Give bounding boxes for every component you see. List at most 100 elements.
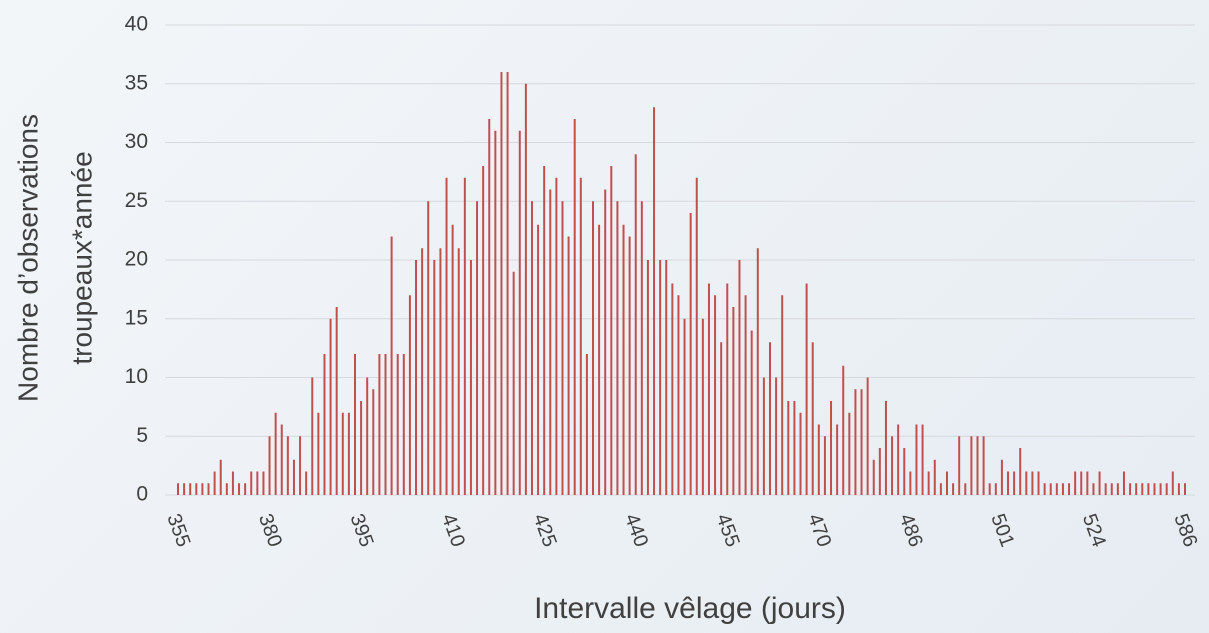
bar bbox=[1110, 483, 1113, 495]
bar bbox=[323, 354, 326, 495]
bar bbox=[1141, 483, 1144, 495]
bar bbox=[579, 177, 582, 495]
bar bbox=[280, 424, 283, 495]
bar bbox=[659, 260, 662, 495]
bar bbox=[1159, 483, 1162, 495]
bar bbox=[1013, 471, 1016, 495]
bar bbox=[884, 401, 887, 495]
bar bbox=[610, 166, 613, 495]
bar bbox=[842, 365, 845, 495]
bar bbox=[390, 236, 393, 495]
x-tick-label: 486 bbox=[895, 511, 927, 550]
bar bbox=[488, 119, 491, 495]
bar bbox=[1135, 483, 1138, 495]
bar bbox=[463, 177, 466, 495]
bar bbox=[177, 483, 179, 495]
bar bbox=[994, 483, 997, 495]
bar bbox=[768, 342, 771, 495]
bar bbox=[335, 307, 338, 495]
bar bbox=[329, 318, 332, 495]
y-tick-label: 10 bbox=[125, 365, 148, 388]
bar bbox=[1165, 483, 1168, 495]
x-tick-label: 501 bbox=[986, 511, 1018, 550]
bar bbox=[891, 436, 894, 495]
bar bbox=[317, 412, 320, 495]
bar bbox=[1147, 483, 1150, 495]
y-tick-label: 35 bbox=[125, 71, 148, 94]
bar bbox=[1098, 471, 1101, 495]
bar bbox=[756, 248, 759, 495]
x-tick-label: 355 bbox=[162, 511, 194, 550]
y-tick-label: 5 bbox=[136, 424, 148, 447]
bar bbox=[494, 130, 497, 495]
bar bbox=[598, 224, 601, 495]
bar bbox=[988, 483, 991, 495]
bar bbox=[286, 436, 289, 495]
bar bbox=[909, 471, 912, 495]
y-axis-title: troupeaux*année bbox=[66, 151, 97, 364]
bar bbox=[1129, 483, 1132, 495]
bar bbox=[250, 471, 253, 495]
bar bbox=[878, 448, 881, 495]
bar bbox=[506, 72, 509, 495]
bar bbox=[707, 283, 710, 495]
bar bbox=[811, 342, 814, 495]
bar bbox=[646, 260, 649, 495]
bar bbox=[592, 201, 595, 495]
bar bbox=[427, 201, 430, 495]
bar bbox=[970, 436, 973, 495]
bar bbox=[793, 401, 796, 495]
bar bbox=[1055, 483, 1058, 495]
bar bbox=[347, 412, 350, 495]
bar bbox=[976, 436, 979, 495]
bar bbox=[958, 436, 961, 495]
bar bbox=[653, 107, 656, 495]
bar bbox=[1007, 471, 1010, 495]
bar bbox=[433, 260, 436, 495]
bar bbox=[561, 201, 564, 495]
bar bbox=[915, 424, 918, 495]
bar bbox=[933, 459, 936, 495]
bar bbox=[1074, 471, 1077, 495]
bar bbox=[537, 224, 540, 495]
bar bbox=[744, 295, 747, 495]
bar bbox=[353, 354, 356, 495]
bar bbox=[372, 389, 375, 495]
bar bbox=[189, 483, 192, 495]
bar bbox=[445, 177, 448, 495]
bar bbox=[1086, 471, 1089, 495]
bar bbox=[823, 436, 826, 495]
bar bbox=[1104, 483, 1107, 495]
bar bbox=[817, 424, 820, 495]
bar bbox=[762, 377, 765, 495]
bar bbox=[1171, 471, 1174, 495]
bar bbox=[604, 189, 607, 495]
bar bbox=[402, 354, 405, 495]
bar bbox=[201, 483, 204, 495]
bar bbox=[183, 483, 186, 495]
bar bbox=[616, 201, 619, 495]
bar bbox=[469, 260, 472, 495]
bar bbox=[781, 295, 784, 495]
bar bbox=[952, 483, 955, 495]
bar bbox=[1184, 483, 1186, 495]
y-tick-label: 25 bbox=[125, 189, 148, 212]
bar bbox=[1092, 483, 1095, 495]
bar bbox=[366, 377, 369, 495]
bar bbox=[848, 412, 851, 495]
bar bbox=[805, 283, 808, 495]
bar bbox=[225, 483, 228, 495]
bar bbox=[695, 177, 698, 495]
bar bbox=[750, 330, 753, 495]
bar bbox=[787, 401, 790, 495]
bar bbox=[1000, 459, 1003, 495]
bar bbox=[982, 436, 985, 495]
bar bbox=[439, 248, 442, 495]
bar bbox=[860, 389, 863, 495]
bar bbox=[665, 260, 668, 495]
bar bbox=[268, 436, 271, 495]
x-tick-label: 586 bbox=[1169, 511, 1201, 550]
bar bbox=[1031, 471, 1034, 495]
